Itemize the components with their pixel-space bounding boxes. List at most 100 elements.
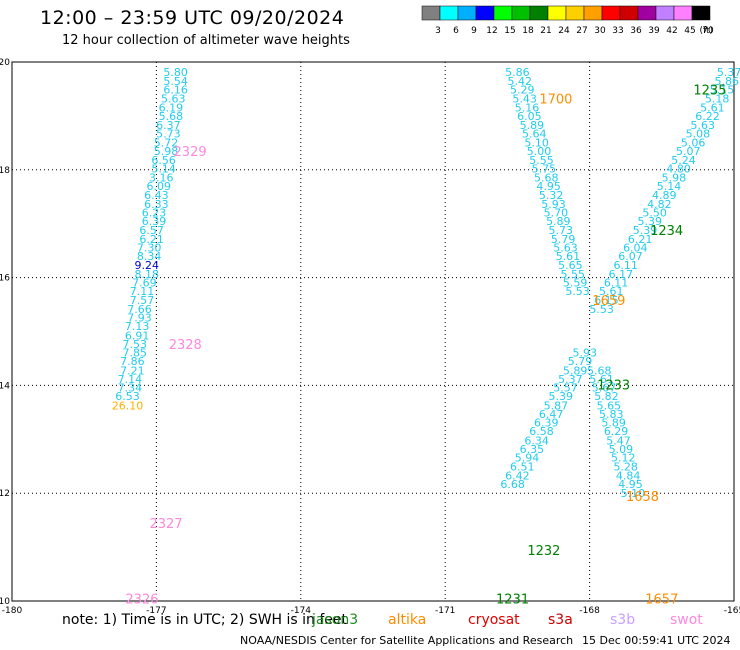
swh-value: 6.33 xyxy=(144,198,169,211)
time-annotation: 1657 xyxy=(645,592,678,607)
swh-value: 5.79 xyxy=(568,355,593,368)
time-annotation: 1700 xyxy=(539,93,572,108)
colorbar-tick-label: 36 xyxy=(630,26,642,36)
legend-s3a: s3a xyxy=(548,612,573,628)
colorbar-tick-label: 6 xyxy=(453,26,459,36)
legend-swot: swot xyxy=(670,612,703,628)
swh-value: 5.57 xyxy=(553,382,578,395)
y-tick-label: 10 xyxy=(0,597,10,607)
plot-frame xyxy=(11,61,735,602)
swh-value: 5.72 xyxy=(154,136,179,149)
time-annotation: 1233 xyxy=(597,378,630,393)
swh-value: 7.30 xyxy=(137,241,162,254)
swh-value: 5.64 xyxy=(522,128,547,141)
swh-value: 5.39 xyxy=(638,215,663,228)
swh-value: 5.10 xyxy=(621,487,646,500)
swh-value: 7.85 xyxy=(122,347,147,360)
swh-value: 5.37 xyxy=(717,66,740,79)
swh-value: 6.09 xyxy=(147,180,172,193)
swh-value: 5.10 xyxy=(524,136,549,149)
swh-value: 6.35 xyxy=(520,443,545,456)
swh-value: 5.00 xyxy=(527,145,552,158)
swh-value: 6.17 xyxy=(609,268,634,281)
swh-value: 6.34 xyxy=(524,434,549,447)
swh-value: 5.80 xyxy=(163,66,188,79)
swh-value: 5.93 xyxy=(541,198,566,211)
swh-value: 6.23 xyxy=(142,206,167,219)
time-annotation: 2328 xyxy=(169,338,202,353)
swh-value: 5.73 xyxy=(548,224,573,237)
swh-value: 7.57 xyxy=(130,294,155,307)
swh-value: 5.61 xyxy=(700,101,725,114)
swh-value: 5.87 xyxy=(544,399,569,412)
swh-value: 5.29 xyxy=(510,83,535,96)
swh-value: 6.11 xyxy=(604,276,629,289)
swh-value: 5.55 xyxy=(529,154,554,167)
swh-value: 5.73 xyxy=(156,128,181,141)
swh-value: 7.53 xyxy=(122,338,147,351)
swh-value: 5.65 xyxy=(558,259,583,272)
swh-value: 7.11 xyxy=(130,285,155,298)
swh-value: 5.42 xyxy=(508,75,533,88)
x-tick-label: -171 xyxy=(435,606,455,616)
swh-value: 9.24 xyxy=(135,259,160,272)
swh-value: 5.63 xyxy=(690,119,715,132)
swh-value: 6.11 xyxy=(613,259,638,272)
swh-value: 7.34 xyxy=(118,382,143,395)
swh-value: 5.86 xyxy=(505,66,530,79)
swh-value: 5.06 xyxy=(681,136,706,149)
swh-value: 5.68 xyxy=(587,364,612,377)
swh-value: 5.89 xyxy=(563,364,588,377)
chart-subtitle: 12 hour collection of altimeter wave hei… xyxy=(62,33,350,48)
swh-value: 5.83 xyxy=(599,408,624,421)
swh-value: 3.16 xyxy=(149,171,174,184)
swh-value: 5.32 xyxy=(539,189,564,202)
time-annotation: 1232 xyxy=(527,544,560,559)
colorbar-tick-label: 39 xyxy=(648,26,660,36)
time-annotation: 1231 xyxy=(496,592,529,607)
swh-value: 7.93 xyxy=(127,311,152,324)
y-tick-label: 20 xyxy=(0,58,10,68)
footnote: note: 1) Time is in UTC; 2) SWH is in fe… xyxy=(62,612,348,628)
swh-value: 5.55 xyxy=(561,268,586,281)
swh-value: 5.67 xyxy=(592,382,617,395)
legend-cryosat: cryosat xyxy=(468,612,520,628)
swh-value: 5.47 xyxy=(606,434,631,447)
time-annotation: 1234 xyxy=(650,224,683,239)
swh-value: 7.66 xyxy=(127,303,152,316)
swh-value: 4.80 xyxy=(666,163,691,176)
legend-s3b: s3b xyxy=(610,612,636,628)
colorbar-tick-label: 45 xyxy=(684,26,695,36)
swh-value: 5.15 xyxy=(710,83,735,96)
swh-value: 6.21 xyxy=(628,233,653,246)
swh-value: 6.19 xyxy=(159,101,184,114)
swh-value: 5.18 xyxy=(705,93,730,106)
swh-value: 6.56 xyxy=(151,154,176,167)
swh-value: 7.21 xyxy=(120,364,145,377)
swh-value: 5.82 xyxy=(594,390,619,403)
swh-value: 5.68 xyxy=(534,171,559,184)
swh-value: 6.68 xyxy=(500,478,525,491)
colorbar-tick-label: 42 xyxy=(666,26,677,36)
swh-value: 5.65 xyxy=(597,399,622,412)
swh-value: 5.61 xyxy=(589,373,614,386)
swh-value: 5.98 xyxy=(154,145,179,158)
swh-value: 5.79 xyxy=(551,233,576,246)
colorbar-tick-label: 18 xyxy=(522,26,534,36)
colorbar-tick-label: 33 xyxy=(612,26,623,36)
legend-altika: altika xyxy=(388,612,427,628)
colorbar-unit-label: (ft) xyxy=(699,26,713,36)
colorbar-tick-label: 15 xyxy=(504,26,515,36)
swh-value: 5.54 xyxy=(163,75,188,88)
swh-value: 6.53 xyxy=(115,390,140,403)
colorbar: 3 6 9 12 15 18 21 24 27 30 33 36 39 42 45 70(ft) xyxy=(421,5,714,36)
legend-jason3: jason3 xyxy=(312,612,359,628)
swh-value: 5.89 xyxy=(520,119,545,132)
swh-value: 6.07 xyxy=(618,250,643,263)
swh-value: 5.63 xyxy=(161,93,186,106)
swh-value: 4.89 xyxy=(652,189,677,202)
swh-value: 5.98 xyxy=(662,171,687,184)
time-annotation: 1659 xyxy=(592,294,625,309)
colorbar-swatch xyxy=(691,5,711,21)
swh-value: 6.05 xyxy=(517,110,542,123)
